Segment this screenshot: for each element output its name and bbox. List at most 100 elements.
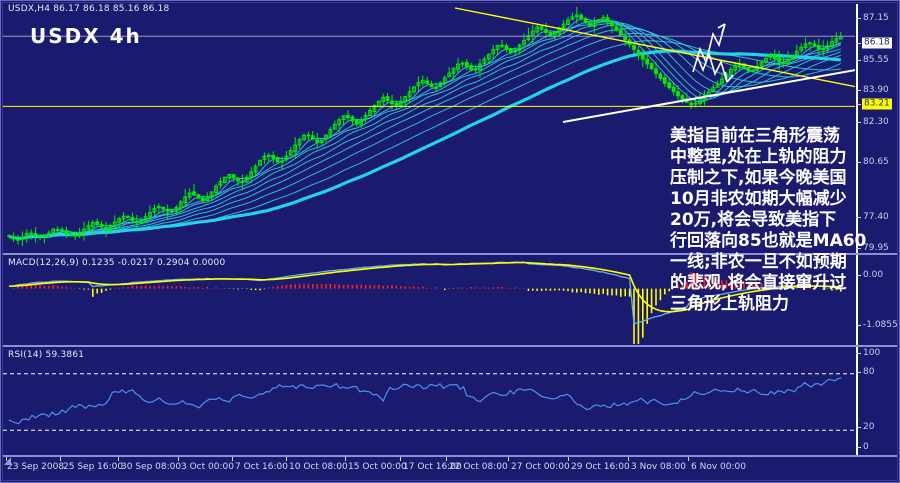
candle-body [240,180,245,183]
candle-body [469,65,474,71]
annotation-line: 压制之下,如果今晚美国 [670,168,847,188]
candle-body [442,77,447,84]
candle-body [227,174,232,179]
candle-body [319,139,324,144]
candle-body [640,54,645,60]
pane-separator [3,455,897,457]
scroll-arrow-icon[interactable] [4,457,11,465]
candle-body [790,54,795,60]
candle-body [156,206,161,209]
scale-tick [856,217,861,218]
scale-tick [856,162,861,163]
candle-body [658,73,663,79]
candle-body [337,119,342,125]
candle-body [583,18,588,24]
time-axis-tick [508,457,509,461]
candle-body [38,234,42,238]
price-pane[interactable] [3,4,855,253]
scale-tick [856,275,861,276]
candle-body [605,17,610,23]
candle-body [561,23,566,29]
candle-body [649,63,654,70]
scale-tick [856,90,861,91]
price-scale[interactable]: 87.15 86.18 85.55 83.90 83.21 82.30 80.65 77.40… [856,0,900,455]
candle-body [662,77,667,84]
scale-tick [856,372,861,373]
candle-body [702,95,707,102]
candle-body [266,154,271,158]
macd-indicator-label: MACD(12,26,9) 0.1235 -0.0217 0.2904 0.00… [8,258,226,268]
candle-body [794,50,799,56]
candle-body [720,78,724,84]
annotation-line: 10月非农如期大幅减少 [670,189,847,209]
candle-body [416,82,421,87]
candle-body [451,67,456,74]
time-axis-label: 7 Oct 16:00 [235,462,288,472]
candle-body [394,102,399,107]
candle-body [249,171,254,178]
macd-chart-svg [9,261,842,344]
candle-body [491,49,496,55]
annotation-line: 行回落向85也就是MA60 [670,231,867,251]
candle-body [187,192,192,198]
scale-tick [856,248,861,249]
candle-body [42,235,47,238]
time-axis-tick [118,457,119,461]
chart-annotation-text: 美指目前在三角形震荡 中整理,处在上轨的阻力 压制之下,如果今晚美国 10月非农如期大… [670,126,892,315]
candle-body [385,96,390,101]
pane-separator [3,253,897,255]
candle-body [636,50,641,55]
price-tick-label: 87.15 [863,13,889,23]
candle-body [407,91,412,98]
candle-body [816,45,821,50]
symbol-period-label: USDX,H4 86.17 86.18 85.16 86.18 [8,4,170,14]
candle-body [812,43,817,47]
time-axis[interactable]: 23 Sep 2008 25 Sep 16:00 30 Sep 08:00 3 Oct… [3,457,897,481]
time-axis-label: 17 Oct 16:00 [403,462,462,472]
candle-body [33,233,38,236]
price-chart-svg [3,6,855,246]
rsi-pane[interactable] [3,348,855,454]
candle-body [231,174,236,179]
page-title: USDX 4h [30,24,142,48]
candle-body [601,17,606,21]
scale-tick [856,427,861,428]
forecast-arrow-down-head [724,71,734,83]
candle-body [209,191,214,199]
candle-body [825,45,830,50]
scale-tick [856,325,861,326]
rsi-tick-label: 20 [863,422,875,432]
candle-body [632,44,636,50]
candle-body [68,233,73,236]
time-axis-label: 27 Oct 00:00 [511,462,570,472]
time-axis-tick [446,457,447,461]
candle-body [830,41,834,47]
time-axis-label: 3 Oct 00:00 [181,462,234,472]
candle-body [676,91,680,97]
time-axis-tick [60,457,61,461]
time-axis-label: 10 Oct 08:00 [289,462,348,472]
candle-body [148,212,152,218]
candle-body [799,46,804,51]
candle-body [16,238,20,241]
time-axis-label: 22 Oct 08:00 [449,462,508,472]
candle-body [363,114,368,120]
candle-body [139,220,144,224]
price-tick-label: 85.55 [863,55,889,65]
price-tick-label: 80.65 [863,157,889,167]
candle-body [513,49,518,53]
candle-body [645,58,650,65]
candle-body [821,48,826,51]
price-tick-label: 83.90 [863,85,889,95]
forecast-arrow-up-head [717,23,726,34]
candle-body [803,43,808,49]
candle-body [121,215,126,220]
candle-body [170,210,174,213]
candle-body [680,95,685,100]
candle-body [51,228,56,234]
scale-tick [856,60,861,61]
macd-pane[interactable] [3,256,855,344]
forecast-arrow-up [692,23,726,73]
candle-body [610,21,614,27]
candlestick-group [7,6,843,246]
